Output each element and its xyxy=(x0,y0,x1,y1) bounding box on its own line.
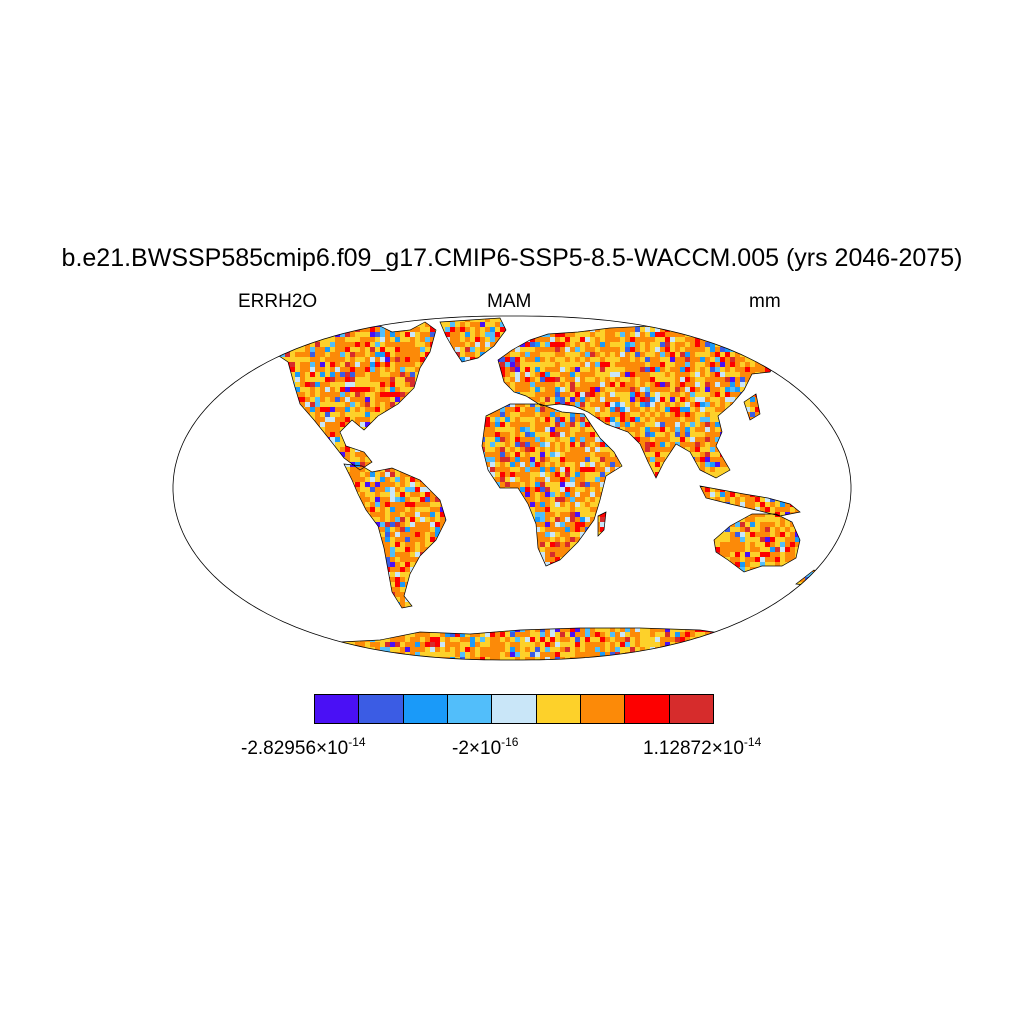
colorbar-box-9 xyxy=(669,695,713,723)
colorbar-box-4 xyxy=(447,695,493,723)
colorbar-box-1 xyxy=(315,695,360,723)
colorbar-box-8 xyxy=(625,695,670,723)
plot-title: b.e21.BWSSP585cmip6.f09_g17.CMIP6-SSP5-8… xyxy=(61,244,963,272)
map-boundary xyxy=(172,315,852,661)
colorbar xyxy=(314,694,714,724)
units-label: mm xyxy=(749,291,781,312)
colorbar-box-5 xyxy=(492,695,537,723)
colorbar-box-3 xyxy=(403,695,448,723)
colorbar-min-label: -2.82956×10-14 xyxy=(241,735,366,759)
colorbar-box-2 xyxy=(359,695,404,723)
colorbar-box-6 xyxy=(536,695,581,723)
land-data-field xyxy=(268,318,822,660)
colorbar-max-label: 1.12872×10-14 xyxy=(643,735,762,759)
season-label: MAM xyxy=(487,291,532,312)
colorbar-box-7 xyxy=(580,695,626,723)
variable-label: ERRH2O xyxy=(238,291,318,312)
colorbar-mid-label: -2×10-16 xyxy=(452,735,519,759)
